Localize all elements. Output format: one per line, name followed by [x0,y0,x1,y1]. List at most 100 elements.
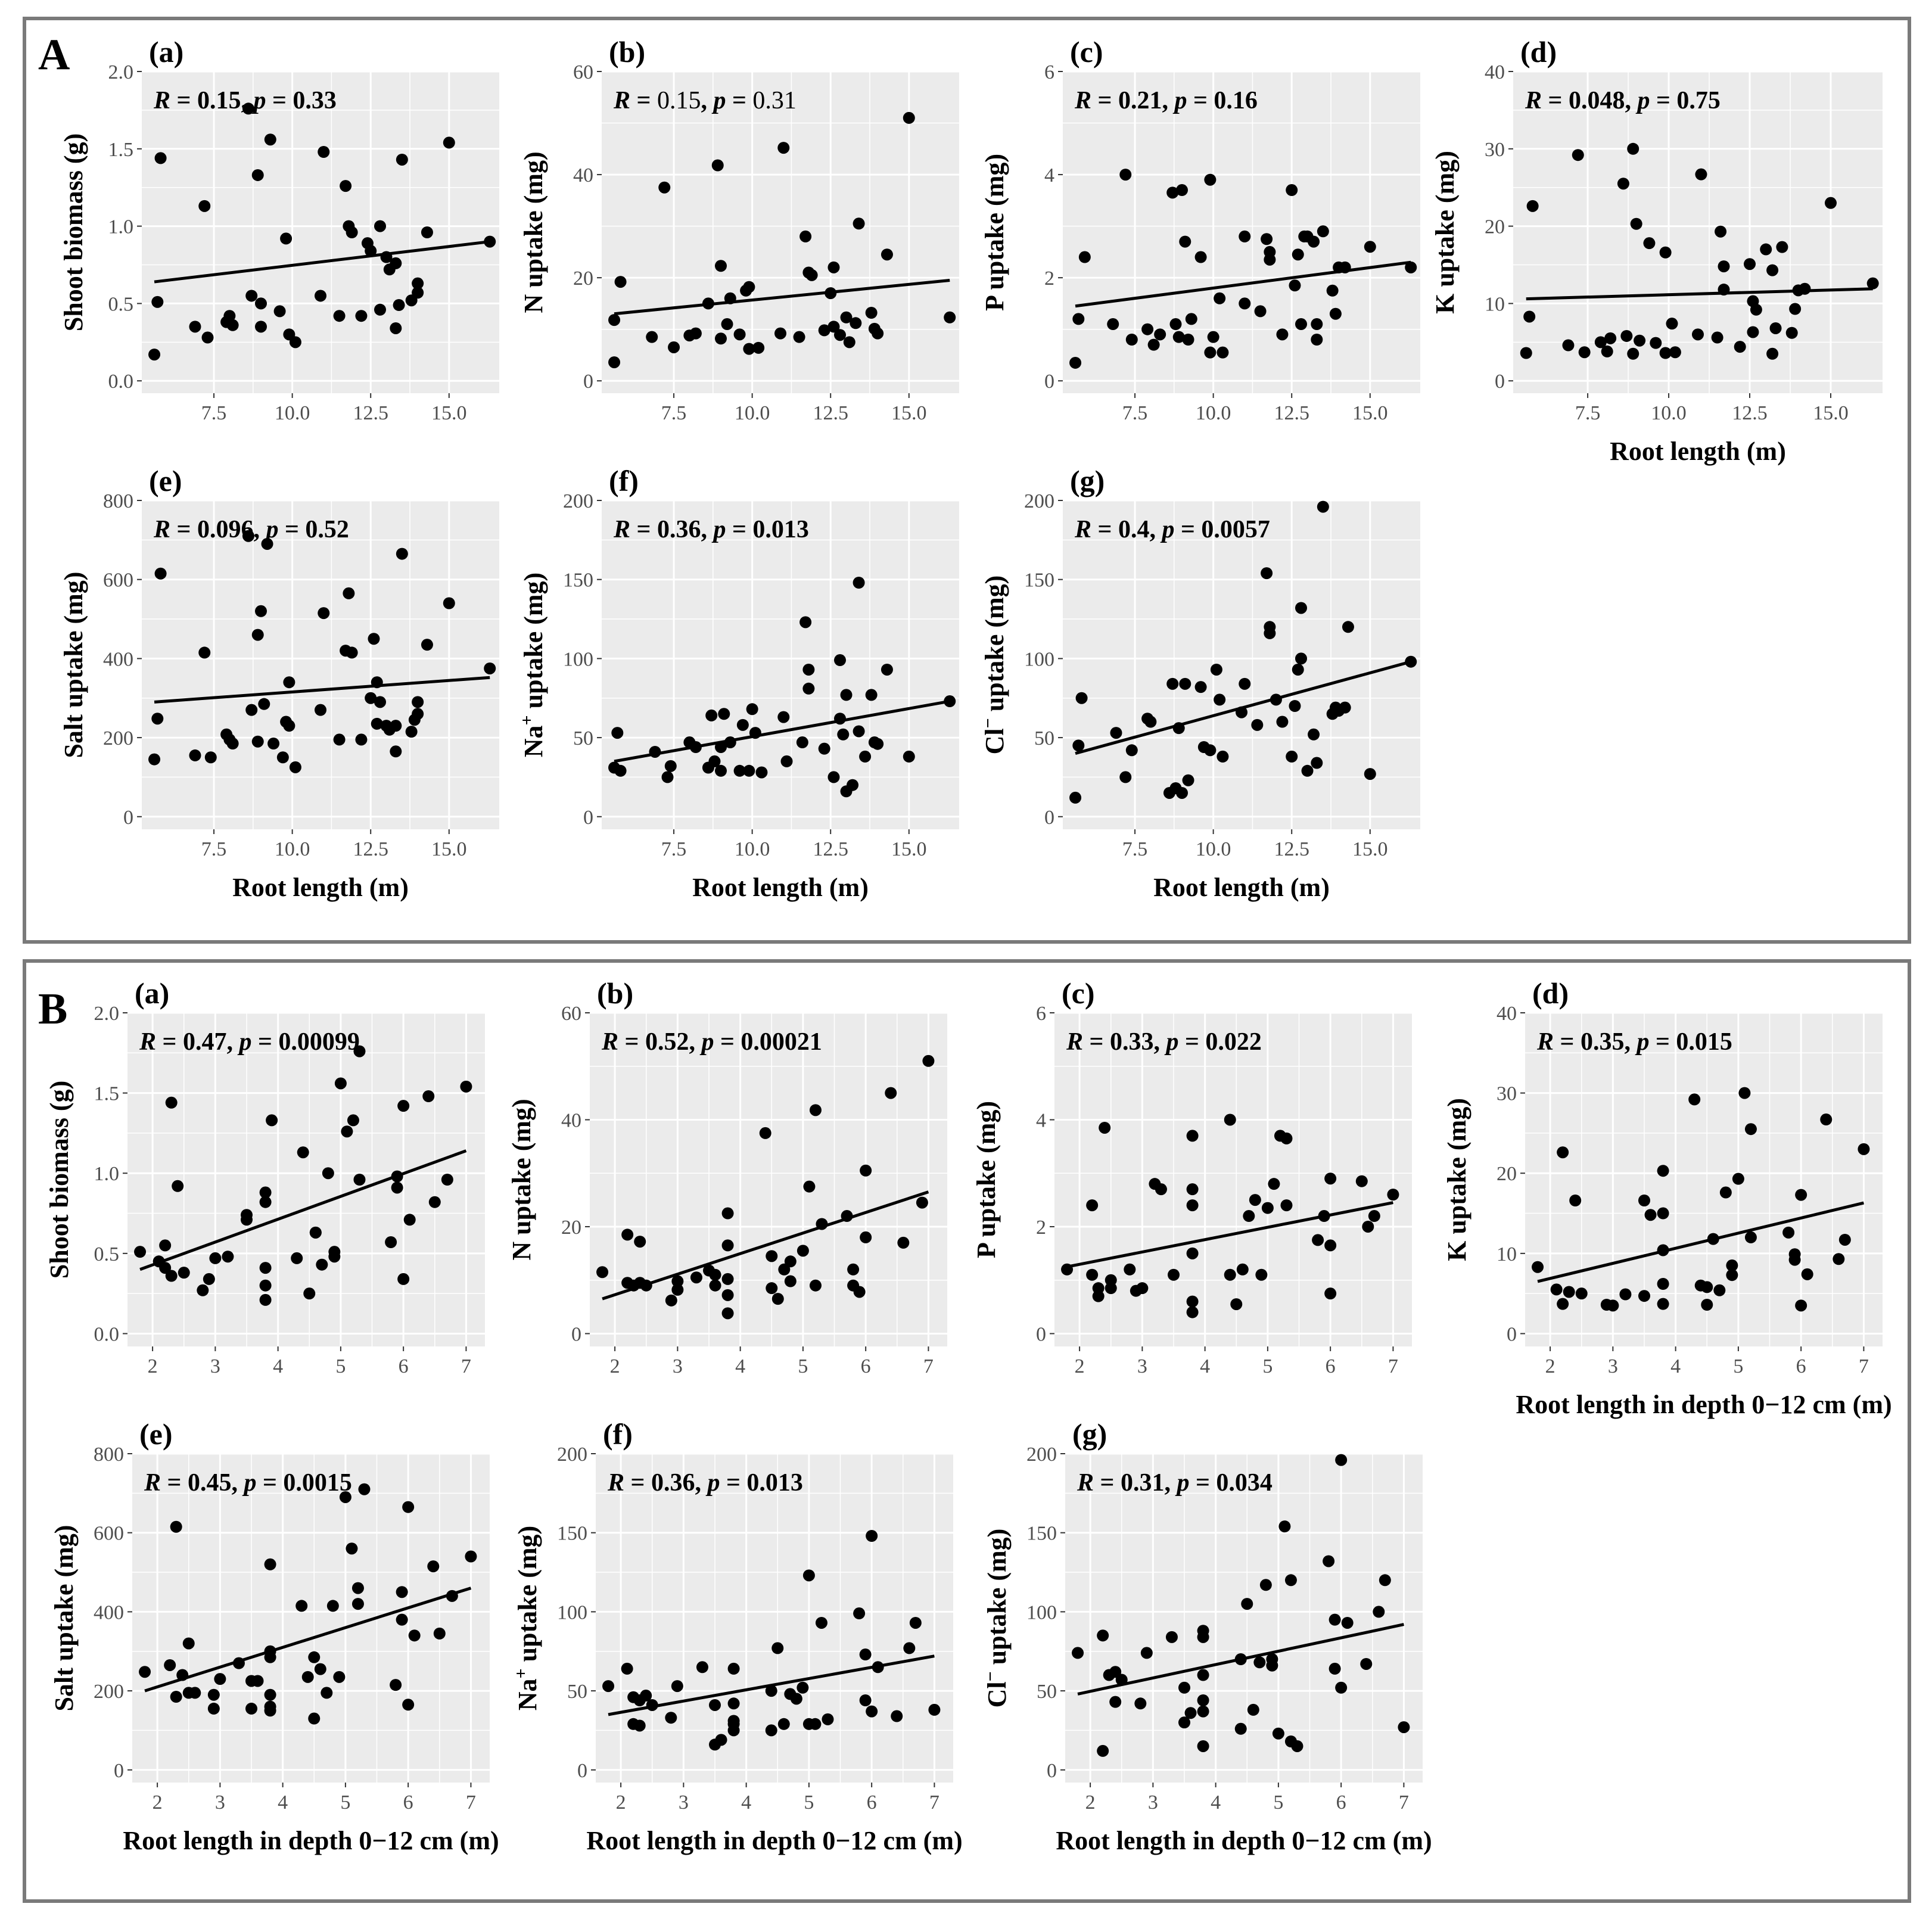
data-point [421,226,433,238]
data-point [1230,1298,1243,1311]
data-point [1168,1268,1180,1281]
data-point [1569,1195,1582,1206]
data-point [1744,258,1756,270]
stat-annotation: R = 0.36, p = 0.013 [613,516,809,543]
data-point [1141,323,1154,335]
data-point [1335,1681,1348,1694]
data-point [396,153,408,166]
data-point [802,682,815,695]
data-point [1744,1231,1757,1243]
data-point [1532,1261,1544,1273]
y-axis-label: N uptake (mg) [507,1099,536,1260]
x-tick-label: 4 [273,1355,283,1377]
data-point [1339,261,1351,273]
data-point [1650,337,1662,349]
data-point [1166,186,1179,199]
data-point [897,1236,910,1249]
data-point [1523,310,1536,323]
data-point [1169,318,1182,331]
data-point [818,742,830,755]
x-tick-label: 6 [403,1791,413,1814]
data-point [283,676,295,689]
data-point [724,292,736,304]
x-tick-label: 15.0 [431,402,467,424]
data-point [1264,627,1276,639]
data-point [1197,1669,1209,1681]
data-point [705,709,718,721]
data-point [1789,303,1802,315]
data-point [280,232,293,245]
y-tick-label: 0 [1047,1760,1057,1782]
regression-line [614,699,950,763]
data-point [390,1679,402,1691]
data-point [853,725,865,738]
data-point [322,1167,334,1180]
data-point [1140,1647,1153,1659]
x-tick-label: 5 [340,1791,350,1814]
x-tick-label: 10.0 [735,402,770,424]
data-point [766,1282,778,1295]
data-point [944,311,956,324]
data-point [1204,744,1217,757]
data-point [393,299,405,312]
plot-background [590,1013,947,1346]
data-point [859,750,872,763]
y-axis-label: N uptake (mg) [519,151,548,313]
data-point [827,321,840,333]
x-tick-label: 4 [278,1791,288,1814]
data-point [259,1262,272,1274]
data-point [916,1196,928,1209]
data-point [297,1146,309,1159]
data-point [1355,1175,1368,1187]
data-point [1247,1703,1259,1716]
y-tick-label: 40 [1485,61,1505,83]
data-point [1718,260,1730,273]
data-point [1276,328,1289,341]
data-point [397,1273,410,1285]
y-tick-label: 50 [1034,727,1054,749]
data-point [1594,336,1607,349]
x-axis-label: Root length in depth 0−12 cm (m) [586,1826,962,1855]
data-point [1217,346,1229,359]
x-tick-label: 12.5 [353,402,388,424]
y-tick-label: 200 [563,490,593,512]
panel-b-a: 2 3 4 5 6 7 0.0 0.5 1.0 1.5 2.0 (a) R = 0.47, p = 0.… [45,976,485,1377]
data-point [446,1590,458,1602]
x-tick-label: 7 [1399,1791,1409,1814]
y-tick-label: 0 [1044,807,1054,829]
data-point [1075,692,1088,704]
data-point [752,341,765,354]
x-tick-label: 7.5 [1575,402,1601,424]
y-tick-label: 0 [1495,371,1505,393]
y-tick-label: 400 [103,648,133,670]
y-tick-label: 150 [563,570,593,592]
regression-line [1537,1201,1865,1283]
x-tick-label: 4 [1200,1355,1210,1377]
y-axis-label: Cl− uptake (mg) [978,576,1009,755]
data-point [840,311,853,324]
data-point [380,251,393,263]
data-point [1324,1287,1337,1300]
data-point [1295,652,1307,665]
data-point [1241,1598,1253,1610]
x-tick-label: 7 [1388,1355,1398,1377]
panel-tag: (c) [1062,976,1095,1010]
data-point [207,1702,220,1715]
y-axis-label: Salt uptake (mg) [59,572,88,758]
data-point [784,1255,797,1268]
y-tick-label: 2 [1036,1217,1046,1239]
y-axis-label: Shoot biomass (g) [45,1081,74,1279]
data-point [182,1637,195,1650]
data-point [391,1170,403,1183]
data-point [621,1228,634,1241]
data-point [1833,1253,1845,1265]
y-tick-label: 0.5 [108,293,134,315]
data-point [1692,328,1704,341]
data-point [834,713,846,725]
data-point [1176,184,1188,197]
data-point [1182,334,1194,346]
x-tick-label: 2 [1075,1355,1085,1377]
x-tick-label: 6 [399,1355,409,1377]
stat-annotation: R = 0.31, p = 0.034 [1077,1469,1273,1497]
data-point [1318,1210,1330,1223]
